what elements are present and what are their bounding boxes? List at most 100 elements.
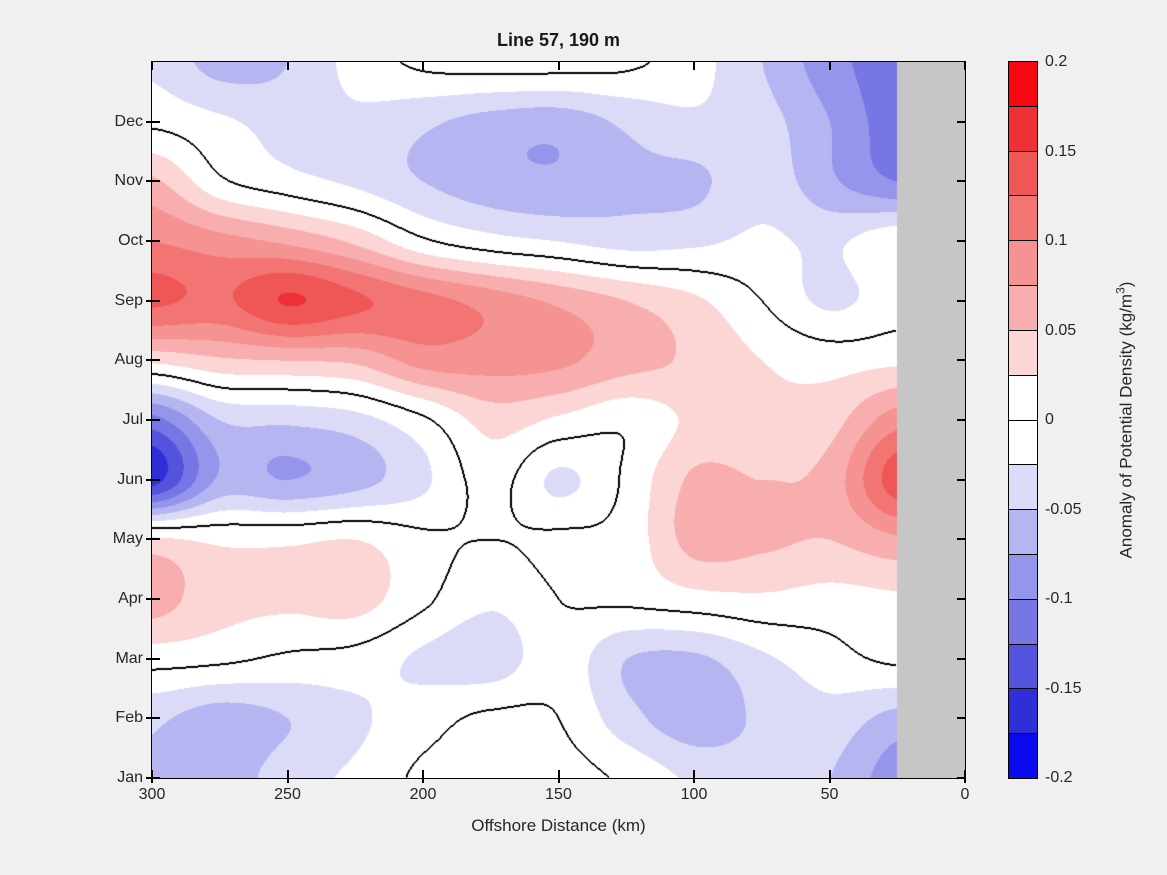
x-axis-tick [964, 770, 966, 778]
colorbar [1008, 61, 1038, 779]
colorbar-axis-label: Anomaly of Potential Density (kg/m3) [1114, 282, 1137, 559]
x-axis-top-tick [693, 62, 695, 70]
x-axis-tick [151, 770, 153, 778]
colorbar-band [1009, 285, 1037, 330]
colorbar-band [1009, 150, 1037, 196]
y-axis-tick-outer [146, 240, 151, 242]
x-axis-tick [558, 770, 560, 778]
y-axis-tick [152, 240, 160, 242]
y-axis-tick [152, 538, 160, 540]
x-tick-label: 50 [820, 786, 839, 803]
colorbar-band [1009, 688, 1037, 734]
x-tick-label: 200 [409, 786, 437, 803]
y-axis-tick-outer [146, 419, 151, 421]
x-tick-label: 250 [274, 786, 301, 803]
contour-field-canvas [152, 62, 965, 778]
y-axis-right-tick [957, 180, 965, 182]
y-tick-label: Sep [114, 291, 143, 309]
y-axis-tick [152, 717, 160, 719]
y-axis-tick-outer [146, 777, 151, 779]
y-tick-label: Feb [115, 709, 143, 727]
colorbar-band [1009, 240, 1037, 286]
colorbar-band [1009, 195, 1037, 241]
x-axis-tick-outer [829, 778, 831, 783]
colorbar-tick-label: 0.05 [1045, 321, 1077, 339]
x-axis-tick-outer [964, 778, 966, 783]
x-tick-label: 0 [960, 786, 970, 803]
colorbar-label-superscript: 3 [1113, 287, 1128, 294]
y-tick-label: Oct [118, 232, 143, 249]
y-axis-tick [152, 479, 160, 481]
y-axis-tick [152, 121, 160, 123]
y-axis-tick [152, 658, 160, 660]
colorbar-tick-label: -0.2 [1045, 769, 1073, 786]
colorbar-tick-label: 0 [1045, 411, 1054, 428]
y-axis-tick-outer [146, 300, 151, 302]
x-axis-top-tick [558, 62, 560, 70]
colorbar-band [1009, 62, 1037, 106]
y-axis-right-tick [957, 717, 965, 719]
y-axis-tick-outer [146, 121, 151, 123]
y-axis-right-tick [957, 479, 965, 481]
x-axis-top-tick [964, 62, 966, 70]
colorbar-band [1009, 419, 1037, 465]
y-tick-label: Dec [114, 112, 143, 130]
y-axis-tick [152, 419, 160, 421]
x-axis-top-tick [151, 62, 153, 70]
x-tick-label: 150 [545, 786, 572, 803]
colorbar-tick-label: -0.1 [1045, 590, 1073, 607]
y-axis-tick-outer [146, 538, 151, 540]
y-tick-label: Jul [122, 411, 143, 428]
y-axis-tick-outer [146, 598, 151, 600]
x-axis-tick [693, 770, 695, 778]
y-axis-tick-outer [146, 658, 151, 660]
y-axis-tick [152, 359, 160, 361]
y-tick-label: Apr [118, 590, 143, 607]
y-axis-tick [152, 300, 160, 302]
colorbar-band [1009, 598, 1037, 644]
plot-area [146, 61, 966, 783]
x-axis-top-tick [829, 62, 831, 70]
colorbar-band [1009, 374, 1037, 420]
x-axis-tick-outer [151, 778, 153, 783]
y-axis-right-tick [957, 419, 965, 421]
x-axis-tick [829, 770, 831, 778]
colorbar-band [1009, 553, 1037, 599]
x-axis-tick-outer [693, 778, 695, 783]
y-axis-right-tick [957, 658, 965, 660]
x-axis-tick [287, 770, 289, 778]
x-axis-tick-outer [287, 778, 289, 783]
x-tick-label: 100 [680, 786, 708, 803]
colorbar-band [1009, 464, 1037, 510]
colorbar-label-text: Anomaly of Potential Density (kg/m [1116, 293, 1136, 559]
y-tick-label: Aug [114, 351, 143, 369]
colorbar-tick-label: 0.2 [1045, 53, 1068, 70]
y-axis-right-tick [957, 121, 965, 123]
y-tick-label: Jan [117, 769, 143, 786]
x-axis-tick-outer [558, 778, 560, 783]
colorbar-band [1009, 329, 1037, 375]
x-axis-top-tick [287, 62, 289, 70]
y-tick-label: Mar [115, 649, 143, 667]
y-axis-tick [152, 777, 160, 779]
colorbar-tick-label: 0.1 [1045, 232, 1068, 249]
x-axis-tick-outer [422, 778, 424, 783]
y-axis-right-tick [957, 598, 965, 600]
y-axis-tick [152, 598, 160, 600]
y-axis-tick-outer [146, 180, 151, 182]
y-axis-right-tick [957, 240, 965, 242]
colorbar-label-close: ) [1116, 281, 1136, 288]
colorbar-tick-label: 0.15 [1045, 142, 1077, 160]
colorbar-band [1009, 105, 1037, 151]
y-axis-tick-outer [146, 479, 151, 481]
y-axis-right-tick [957, 538, 965, 540]
y-axis-right-tick [957, 300, 965, 302]
y-axis-right-tick [957, 777, 965, 779]
y-axis-right-tick [957, 359, 965, 361]
y-tick-label: May [112, 530, 143, 548]
y-axis-tick [152, 180, 160, 182]
y-axis-tick-outer [146, 359, 151, 361]
colorbar-band [1009, 733, 1037, 778]
y-axis-tick-outer [146, 717, 151, 719]
